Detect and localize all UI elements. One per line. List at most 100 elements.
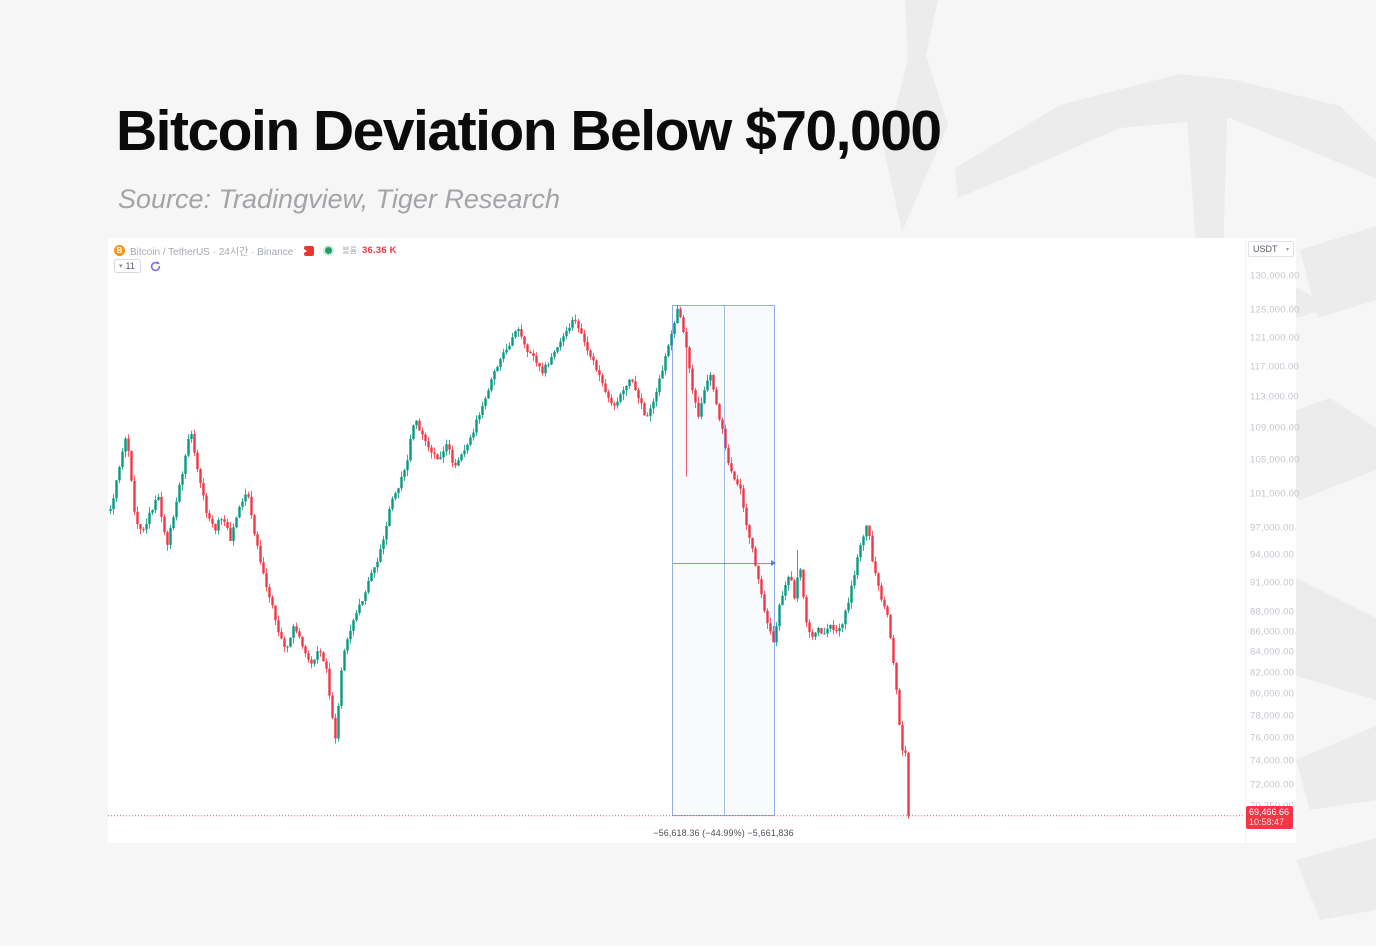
k-logo-icon (304, 245, 315, 256)
measurement-arrow (673, 559, 776, 566)
candle-body (736, 479, 739, 485)
candle-body (310, 659, 313, 664)
candle-body (667, 345, 670, 357)
symbol-title: Bitcoin / TetherUS · 24시간 · Binance (130, 247, 294, 258)
candle-body (232, 527, 235, 541)
candle-body (247, 494, 250, 497)
candle-body (808, 622, 811, 633)
candle-body (439, 457, 442, 460)
candle-body (220, 519, 223, 521)
candle-body (658, 378, 661, 393)
interval-collapse-button[interactable]: ▾ 11 (114, 259, 141, 273)
symbol-legend[interactable]: B Bitcoin / TetherUS · 24시간 · Binance 볼륨… (114, 243, 397, 258)
candle-body (613, 403, 616, 406)
candle-body (541, 366, 544, 374)
price-tick-label: 91,000.00 (1250, 577, 1295, 589)
candle-body (274, 605, 277, 621)
candle-body (670, 333, 673, 346)
candle-body (535, 356, 538, 363)
candle-body (289, 637, 292, 647)
candle-body (748, 525, 751, 538)
candle-body (685, 331, 688, 348)
candle-body (361, 601, 364, 605)
candle-body (676, 308, 679, 324)
candle-body (451, 449, 454, 463)
candle-body (448, 444, 451, 450)
candle-body (898, 689, 901, 725)
candle-body (760, 579, 763, 595)
candle-body (259, 545, 262, 563)
candle-body (130, 450, 133, 481)
chart-pane[interactable]: B Bitcoin / TetherUS · 24시간 · Binance 볼륨… (108, 238, 1245, 843)
candle-body (883, 599, 886, 607)
price-axis[interactable]: USDT ▾ 130,000.00 125,000.00 121,000.00 117… (1245, 238, 1299, 843)
candle-body (802, 569, 805, 598)
candle-body (880, 585, 883, 600)
candlestick-chart (108, 305, 1245, 820)
candle-body (166, 532, 169, 545)
candle-body (652, 401, 655, 409)
candle-body (763, 594, 766, 611)
candle-body (628, 379, 631, 386)
page-title: Bitcoin Deviation Below $70,000 (116, 99, 942, 163)
candle-body (664, 356, 667, 371)
candle-body (226, 522, 229, 528)
candle-body (547, 364, 550, 366)
candle-body (511, 337, 514, 346)
candle-body (799, 569, 802, 578)
candle-body (901, 724, 904, 751)
bitcoin-icon: B (114, 245, 125, 256)
candle-body (334, 717, 337, 739)
candle-body (505, 349, 508, 353)
chart-toolbar: ▾ 11 (114, 259, 162, 273)
candle-body (745, 507, 748, 526)
candle-body (208, 513, 211, 519)
candle-body (328, 668, 331, 696)
candle-body (811, 632, 814, 637)
candle-body (301, 636, 304, 647)
candle-body (673, 323, 676, 334)
candle-body (790, 576, 793, 581)
measurement-box[interactable] (672, 305, 776, 816)
candle-body (502, 352, 505, 360)
price-tick-label: 72,000.00 (1250, 779, 1295, 791)
candle-body (322, 652, 325, 662)
candle-body (796, 577, 799, 599)
candle-body (382, 539, 385, 550)
candle-body (610, 397, 613, 404)
candle-body (886, 606, 889, 615)
candle-body (415, 420, 418, 426)
candle-body (469, 437, 472, 445)
candle-body (904, 750, 907, 753)
candle-body (424, 434, 427, 442)
candle-body (235, 517, 238, 528)
candle-body (742, 488, 745, 508)
candle-body (490, 379, 493, 391)
candle-body (730, 463, 733, 472)
candle-body (787, 576, 790, 586)
candle-body (412, 425, 415, 439)
price-tick-label: 74,000.00 (1250, 755, 1295, 767)
candle-body (214, 523, 217, 531)
candle-body (373, 567, 376, 574)
status-dot-icon (325, 247, 333, 254)
price-tick-label: 113,000.00 (1250, 391, 1299, 403)
candle-body (223, 519, 226, 523)
candle-body (343, 650, 346, 671)
candle-body (772, 631, 775, 643)
currency-dropdown[interactable]: USDT ▾ (1248, 241, 1294, 257)
candle-body (775, 626, 778, 643)
candle-body (178, 484, 181, 502)
candle-body (478, 415, 481, 420)
candle-body (691, 368, 694, 391)
volume-value: 36.36 K (362, 245, 397, 256)
candle-body (367, 581, 370, 593)
candle-body (472, 432, 475, 438)
price-tick-label: 109,000.00 (1250, 422, 1300, 434)
candle-body (397, 488, 400, 494)
candle-body (217, 520, 220, 531)
candle-body (307, 653, 310, 660)
refresh-icon[interactable] (149, 260, 162, 273)
candle-body (580, 328, 583, 334)
candle-body (754, 548, 757, 566)
